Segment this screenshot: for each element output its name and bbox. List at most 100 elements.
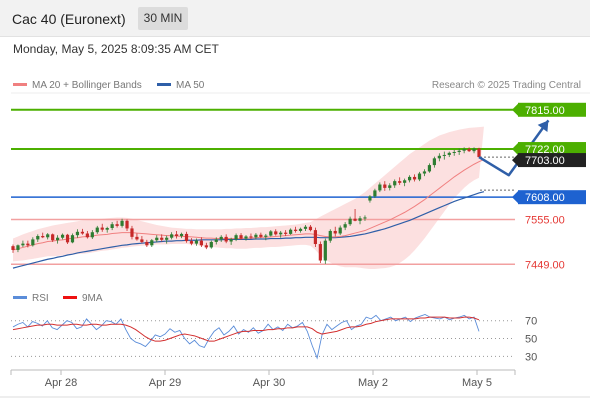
level-tag-7722.00: 7722.00: [512, 142, 586, 157]
level-tag-7608.00: 7608.00: [512, 190, 586, 205]
candle-body: [452, 152, 456, 153]
candle-body: [194, 240, 199, 244]
candle-body: [135, 236, 139, 240]
candle-body: [80, 231, 85, 234]
candle-body: [348, 218, 352, 225]
rsi-line: [12, 313, 480, 360]
legend-ma50: MA 50: [157, 80, 204, 91]
candle-body: [447, 152, 451, 155]
candle-body: [105, 228, 109, 230]
candle-body: [234, 235, 238, 240]
candle-body: [289, 229, 293, 234]
candle-body: [477, 148, 481, 158]
level-tag-text: 7608.00: [525, 192, 565, 204]
candle-body: [388, 185, 392, 188]
candle-body: [472, 148, 476, 152]
candle-body: [184, 233, 189, 242]
rsi-ma-swatch: [63, 295, 77, 299]
candle-body: [90, 232, 94, 238]
level-tag-pointer: [512, 143, 518, 156]
bb-legend-label: MA 20 + Bollinger Bands: [32, 80, 142, 91]
bb-swatch: [13, 82, 27, 86]
candle-body: [179, 233, 184, 237]
candle-body: [417, 173, 422, 180]
rsi-ma-legend-label: 9MA: [82, 293, 103, 304]
ma50-line: [12, 191, 485, 269]
rsi-level-label: 50: [525, 334, 537, 346]
candle-body: [75, 231, 80, 236]
rsi-legend-label: RSI: [32, 293, 49, 304]
level-tag-bg: [518, 102, 586, 117]
candle-body: [318, 244, 322, 261]
datetime-label: Monday, May 5, 2025 8:09:35 AM CET: [13, 42, 219, 56]
candle-body: [254, 234, 258, 238]
candle-body: [130, 228, 134, 237]
candle-body: [328, 230, 332, 241]
rsi-level-label: 30: [525, 351, 537, 363]
candle-body: [209, 241, 213, 248]
candle-body: [412, 176, 417, 180]
candle-body: [145, 241, 149, 246]
candle-body: [373, 190, 377, 197]
candle-body: [60, 234, 65, 238]
candle-body: [378, 184, 382, 191]
candle-body: [467, 149, 471, 152]
candle-body: [393, 181, 397, 186]
candle-body: [249, 236, 253, 238]
candle-body: [313, 230, 318, 245]
rsi-level-label: 70: [525, 316, 537, 328]
candle-body: [174, 234, 179, 237]
candle-body: [274, 231, 278, 235]
legend-bb: MA 20 + Bollinger Bands: [13, 80, 142, 91]
candle-body: [407, 176, 412, 181]
candle-body: [165, 237, 169, 240]
candle-body: [432, 158, 436, 166]
level-tag-7703.00: 7703.00: [512, 153, 586, 168]
candle-body: [100, 227, 104, 230]
candle-body: [264, 235, 268, 237]
candle-body: [338, 227, 342, 234]
level-tag-bg: [518, 153, 586, 168]
candle-body: [368, 196, 372, 201]
candle-body: [224, 236, 228, 242]
ma50-legend-label: MA 50: [176, 80, 205, 91]
candle-body: [214, 239, 218, 242]
candle-body: [204, 245, 208, 248]
candle-body: [422, 171, 427, 174]
level-tag-text: 7449.00: [525, 259, 565, 271]
candle-body: [333, 230, 337, 234]
candle-body: [398, 181, 402, 183]
candle-body: [21, 243, 25, 246]
candle-body: [11, 246, 15, 250]
rsi-swatch: [13, 295, 27, 299]
timeframe-button[interactable]: 30 MIN: [138, 7, 188, 30]
candle-body: [219, 236, 223, 240]
candle-body: [269, 231, 273, 236]
candle-body: [303, 226, 308, 229]
chart-header: Cac 40 (Euronext) 30 MIN: [0, 0, 590, 37]
projection-arrowhead: [537, 120, 549, 132]
candle-body: [239, 235, 243, 239]
level-tag-bg: [518, 190, 586, 205]
projection-arrow: [478, 119, 550, 177]
candle-body: [46, 234, 50, 238]
level-tag-7555.00: 7555.00: [525, 215, 565, 227]
candle-body: [244, 236, 248, 239]
candle-body: [65, 234, 70, 243]
level-tag-7815.00: 7815.00: [512, 102, 586, 117]
candle-body: [403, 180, 407, 183]
candle-body: [120, 220, 124, 226]
candle-body: [51, 234, 55, 241]
level-tag-pointer: [512, 103, 518, 116]
candle-body: [110, 224, 114, 228]
candle-body: [155, 237, 159, 241]
level-tag-pointer: [512, 154, 518, 167]
candle-body: [41, 236, 45, 238]
candle-body: [229, 239, 233, 242]
candle-body: [199, 240, 203, 246]
candle-body: [140, 239, 144, 242]
level-tag-7449.00: 7449.00: [525, 259, 565, 271]
candle-body: [160, 237, 164, 240]
x-tick-label: Apr 30: [253, 377, 285, 389]
